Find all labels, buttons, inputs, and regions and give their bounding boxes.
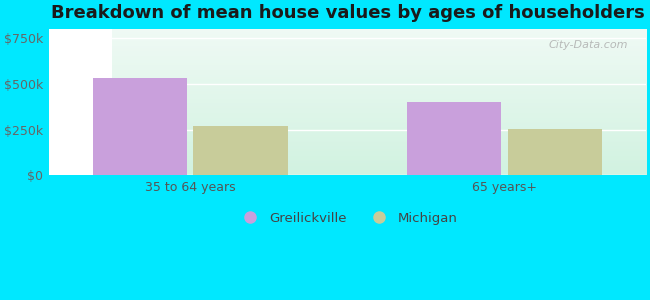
Bar (93, 78, 187, 176)
Text: City-Data.com: City-Data.com (549, 40, 628, 50)
Bar (508, 129, 602, 175)
Bar (194, 126, 288, 176)
Title: Breakdown of mean house values by ages of householders: Breakdown of mean house values by ages o… (51, 4, 644, 22)
Legend: Greilickville, Michigan: Greilickville, Michigan (232, 207, 463, 230)
Bar (407, 102, 501, 176)
